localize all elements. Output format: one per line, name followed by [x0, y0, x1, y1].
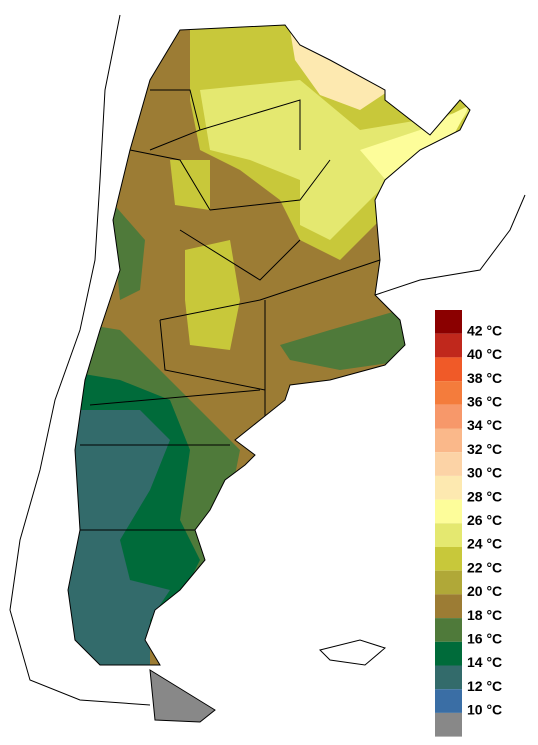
argentina-outline: [67, 24, 471, 666]
legend-label: 14 °C: [467, 654, 502, 670]
legend-swatch: [435, 499, 462, 524]
legend-swatch: [435, 618, 462, 642]
legend-swatch: [435, 333, 462, 358]
malvinas: [319, 639, 387, 666]
legend-label: 10 °C: [467, 702, 502, 718]
legend-swatch: [435, 523, 462, 547]
legend-swatch: [435, 452, 462, 476]
legend-label: 38 °C: [467, 370, 502, 386]
uruguay-coast: [374, 194, 526, 296]
legend-swatch: [435, 712, 462, 737]
legend-label: 24 °C: [467, 536, 502, 552]
legend-label: 34 °C: [467, 417, 502, 433]
legend-label: 32 °C: [467, 441, 502, 457]
legend-swatch: [435, 381, 462, 405]
legend-label: 18 °C: [467, 607, 502, 623]
legend-swatch: [435, 310, 462, 334]
legend-swatch: [435, 665, 462, 690]
legend-label: 12 °C: [467, 678, 502, 694]
legend-swatch: [435, 357, 462, 382]
legend-label: 22 °C: [467, 559, 502, 575]
legend-swatch: [435, 428, 462, 453]
legend-swatch: [435, 475, 462, 500]
legend-swatch: [435, 404, 462, 429]
legend-label: 42 °C: [467, 322, 502, 338]
legend-swatch: [435, 689, 462, 713]
legend-swatch: [435, 594, 462, 619]
tierra-del-fuego: [149, 669, 216, 723]
legend-label: 36 °C: [467, 394, 502, 410]
legend-label: 26 °C: [467, 512, 502, 528]
legend-label: 20 °C: [467, 583, 502, 599]
legend-label: 40 °C: [467, 346, 502, 362]
legend-label: 16 °C: [467, 631, 502, 647]
legend-swatch: [435, 547, 462, 571]
legend-swatch: [435, 641, 462, 666]
legend-label: 30 °C: [467, 465, 502, 481]
chile-outline: [9, 14, 151, 706]
legend-label: 28 °C: [467, 488, 502, 504]
legend: 42 °C 40 °C 38 °C 36 °C 34 °C 32 °C 30 °C 28 °C…: [435, 310, 502, 737]
legend-swatch: [435, 570, 462, 595]
